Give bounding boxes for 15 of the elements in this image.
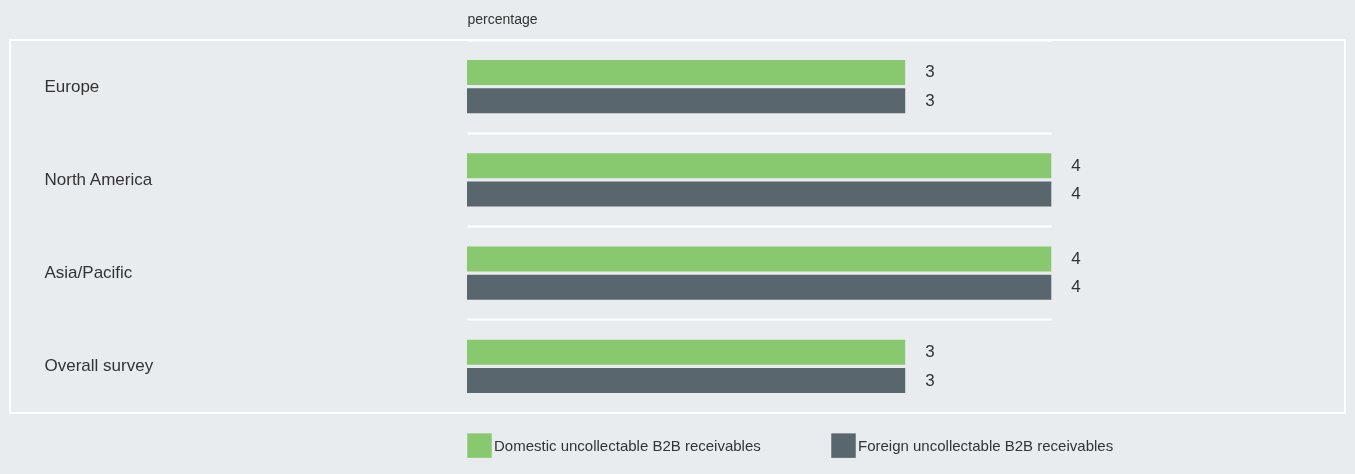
x-axis-title: percentage xyxy=(467,10,538,27)
data-label: 3 xyxy=(925,342,935,362)
legend-label: Domestic uncollectable B2B receivables xyxy=(494,436,761,454)
data-label: 4 xyxy=(1071,277,1081,297)
data-label: 3 xyxy=(925,62,935,82)
legend-label: Foreign uncollectable B2B receivables xyxy=(858,436,1114,454)
data-label: 3 xyxy=(925,90,935,110)
data-label: 3 xyxy=(925,370,935,390)
data-label: 4 xyxy=(1071,155,1081,175)
data-label: 4 xyxy=(1071,248,1081,268)
y-tick-label: Overall survey xyxy=(44,356,154,376)
data-label: 4 xyxy=(1071,184,1081,204)
y-tick-label: Asia/Pacific xyxy=(44,263,133,283)
y-tick-label: North America xyxy=(44,169,153,189)
y-tick-label: Europe xyxy=(44,76,100,96)
